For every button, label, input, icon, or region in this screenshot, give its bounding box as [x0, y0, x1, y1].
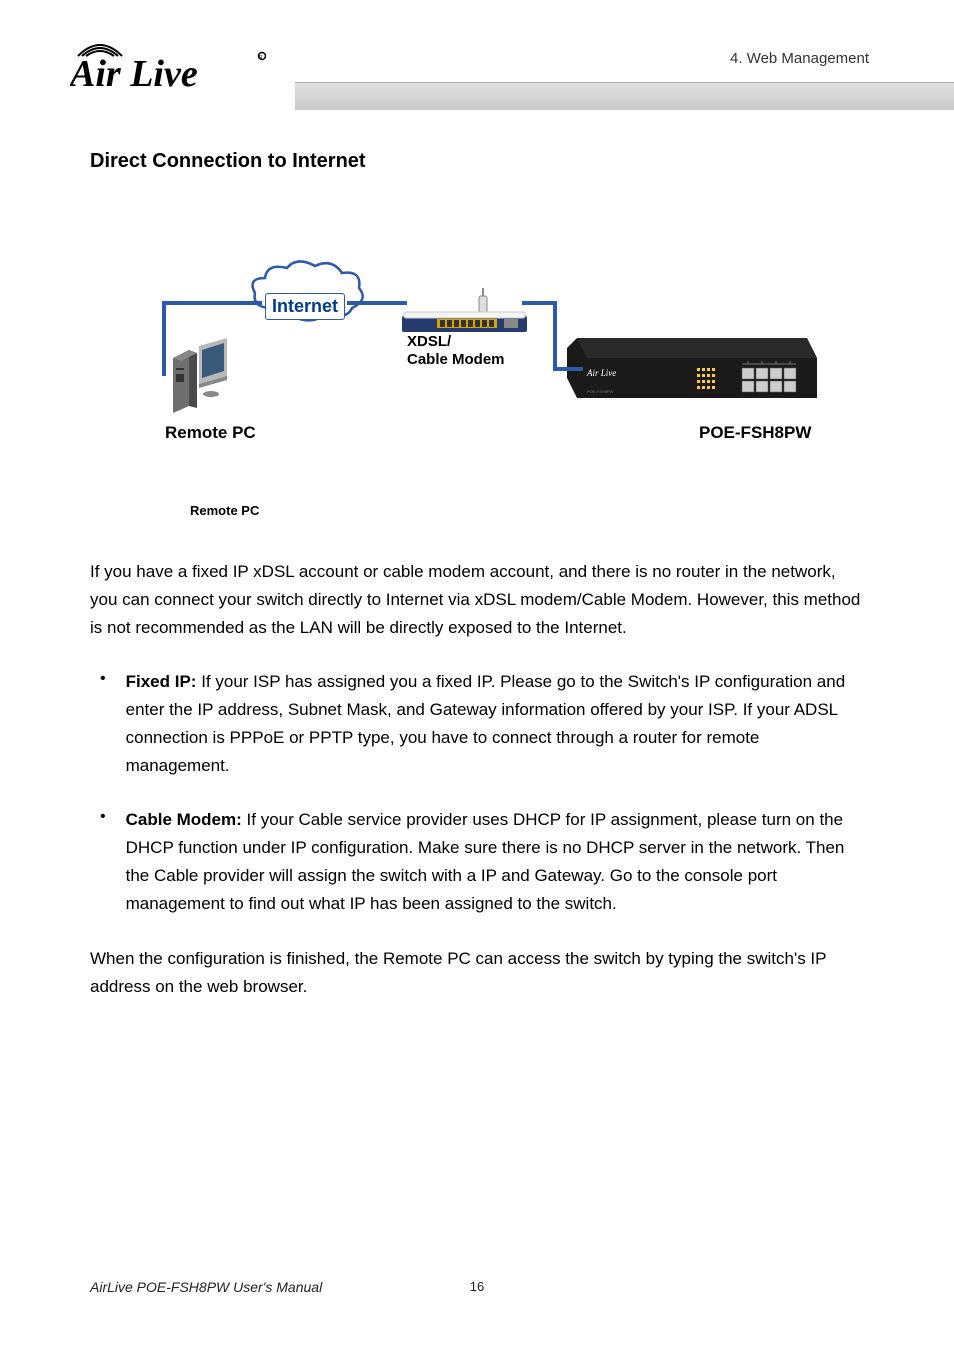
modem-label-line1: XDSL/ — [407, 333, 451, 350]
page-header: Air Live R 4. Web Management — [0, 0, 954, 110]
modem-label-line2: Cable Modem — [407, 351, 505, 368]
bullet-icon: • — [100, 670, 106, 780]
list-item-body: Fixed IP: If your ISP has assigned you a… — [126, 668, 864, 780]
list-item: • Fixed IP: If your ISP has assigned you… — [100, 668, 864, 780]
poe-switch-icon: Air Live POE-FSH8PW — [567, 328, 817, 413]
svg-text:Air Live: Air Live — [70, 53, 198, 95]
breadcrumb: 4. Web Management — [730, 50, 869, 67]
network-diagram: Internet XDSL/Cable Modem — [117, 203, 837, 483]
header-band — [295, 82, 954, 110]
diagram-line — [347, 301, 407, 305]
intro-paragraph: If you have a fixed IP xDSL account or c… — [90, 558, 864, 642]
diagram-line — [553, 367, 583, 371]
outro-paragraph: When the configuration is finished, the … — [90, 945, 864, 1001]
switch-label: POE-FSH8PW — [699, 423, 811, 443]
svg-text:POE-FSH8PW: POE-FSH8PW — [587, 389, 614, 394]
airlive-logo: Air Live R — [70, 28, 280, 103]
page-content: Direct Connection to Internet Internet — [0, 110, 954, 1001]
internet-label: Internet — [265, 293, 345, 320]
svg-text:R: R — [259, 55, 263, 61]
diagram-line — [522, 301, 557, 305]
footer-product: AirLive POE-FSH8PW User's Manual — [90, 1279, 322, 1295]
modem-label: XDSL/Cable Modem — [407, 333, 505, 369]
svg-text:Air Live: Air Live — [586, 368, 616, 378]
diagram-line — [162, 301, 166, 376]
bullet-text: If your ISP has assigned you a fixed IP.… — [126, 672, 846, 775]
page-footer: AirLive POE-FSH8PW User's Manual 16 — [90, 1279, 864, 1295]
diagram-caption: Remote PC — [190, 503, 864, 518]
remote-pc-icon — [171, 338, 231, 418]
list-item: • Cable Modem: If your Cable service pro… — [100, 806, 864, 918]
pc-label: Remote PC — [165, 423, 256, 443]
diagram-line — [162, 301, 262, 305]
diagram-line — [553, 301, 557, 371]
bullet-lead: Fixed IP: — [126, 672, 197, 691]
section-title: Direct Connection to Internet — [90, 150, 864, 173]
bullet-lead: Cable Modem: — [126, 810, 242, 829]
bullet-list: • Fixed IP: If your ISP has assigned you… — [90, 668, 864, 918]
footer-page-number: 16 — [470, 1279, 484, 1294]
list-item-body: Cable Modem: If your Cable service provi… — [126, 806, 864, 918]
bullet-icon: • — [100, 808, 106, 918]
